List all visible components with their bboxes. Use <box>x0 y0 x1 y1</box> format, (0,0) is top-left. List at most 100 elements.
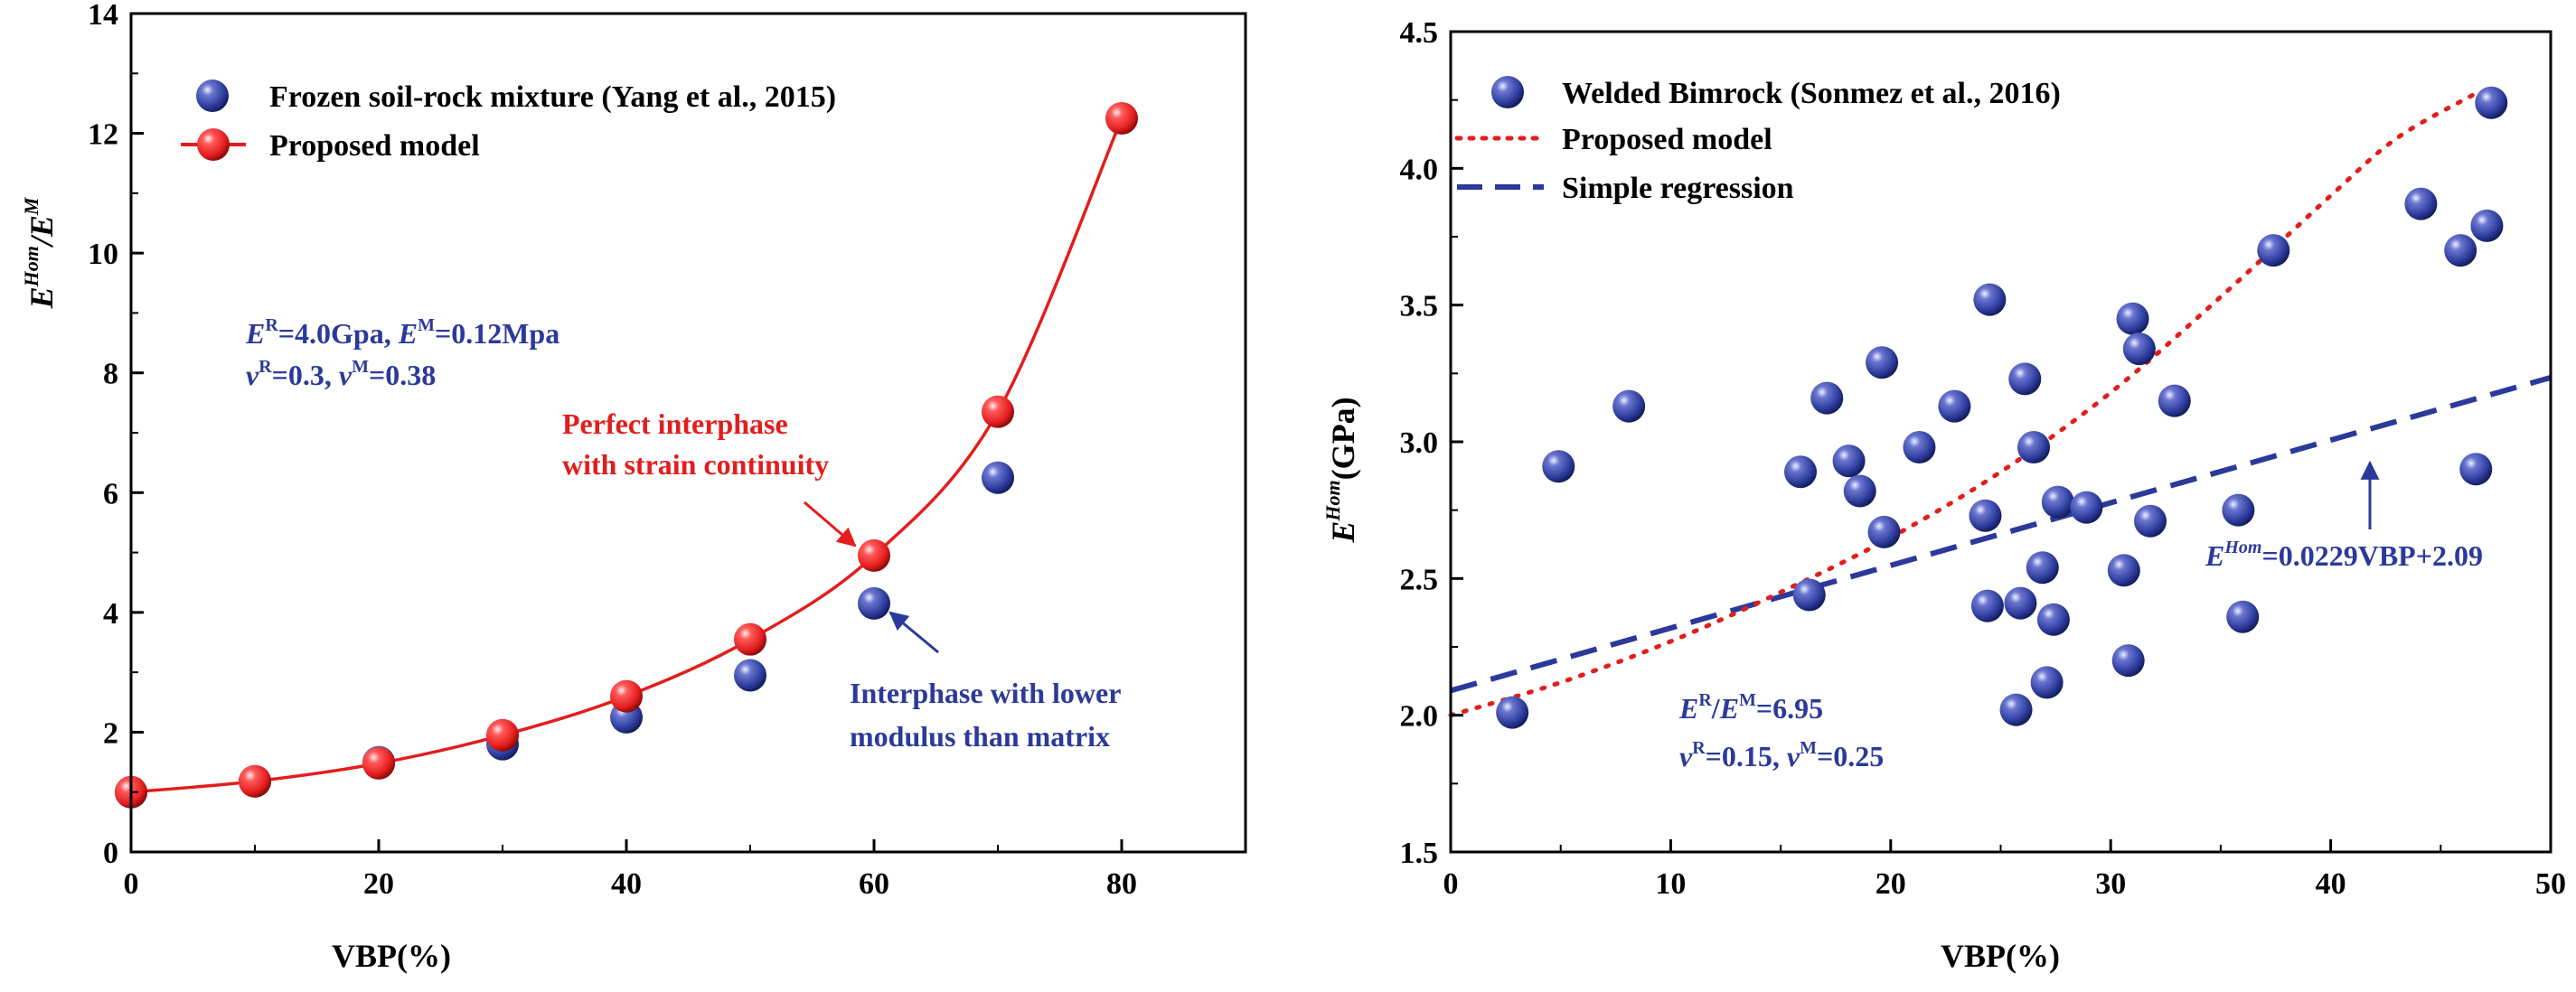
x-tick-label: 10 <box>1655 867 1686 901</box>
observed-point <box>2036 603 2070 636</box>
model-point <box>1105 102 1138 135</box>
right-x-axis-title: VBP(%) <box>1941 938 2060 974</box>
model-dotted-curve <box>1448 92 2477 718</box>
right-legend-item-observed: Welded Bimrock (Sonmez et al., 2016) <box>1491 76 2061 110</box>
right-y-axis-title: EHom(GPa) <box>1321 397 1361 543</box>
left-data-points <box>115 102 1138 809</box>
left-y-axis-title: EHom/EM <box>20 196 60 309</box>
y-tick-label: 4.0 <box>1400 153 1439 186</box>
model-point <box>858 538 890 572</box>
y-tick-label: 2 <box>103 716 118 750</box>
x-tick-label: 40 <box>2316 867 2346 901</box>
chart-left: 0 20 40 60 80 0 2 4 6 8 10 12 14 VBP(%) EHom/EM Froz… <box>20 0 1247 974</box>
right-legend: Welded Bimrock (Sonmez et al., 2016) Pro… <box>1454 76 2061 205</box>
observed-point <box>2158 384 2191 417</box>
left-legend-item-observed: Frozen soil-rock mixture (Yang et al., 2… <box>196 80 836 114</box>
observed-point <box>1496 696 1529 729</box>
left-lower-modulus-line2: modulus than matrix <box>850 720 1110 753</box>
observed-point <box>2404 187 2438 220</box>
chart-right: 0 10 20 30 40 501.52.02.53.03.54.04.5 VBP(%) … <box>1321 16 2566 974</box>
observed-point <box>2459 453 2493 486</box>
x-tick-label: 0 <box>1443 867 1459 901</box>
observed-point <box>1938 389 1971 423</box>
y-tick-label: 1.5 <box>1400 837 1439 870</box>
right-legend-item-model: Proposed model <box>1454 123 1772 156</box>
model-point <box>239 764 271 798</box>
y-tick-label: 4.5 <box>1400 16 1439 50</box>
left-params-line2: vR=0.3, vM=0.38 <box>246 357 436 391</box>
x-tick-label: 40 <box>611 867 642 901</box>
model-point <box>982 395 1014 428</box>
y-tick-label: 10 <box>88 238 118 271</box>
observed-point <box>1542 450 1575 483</box>
observed-point <box>2041 485 2074 519</box>
y-tick-label: 14 <box>88 0 118 32</box>
y-tick-label: 6 <box>103 477 118 510</box>
left-lower-modulus-line1: Interphase with lower <box>850 677 1121 709</box>
left-x-axis-title: VBP(%) <box>332 938 451 974</box>
left-legend-label-model: Proposed model <box>269 129 480 163</box>
right-legend-label-observed: Welded Bimrock (Sonmez et al., 2016) <box>1562 77 2061 110</box>
y-tick-label: 2.5 <box>1400 563 1439 596</box>
x-tick-label: 20 <box>363 867 394 901</box>
y-tick-label: 8 <box>103 358 118 391</box>
observed-point <box>2470 209 2504 242</box>
observed-point <box>1973 283 2007 316</box>
model-point <box>734 622 766 656</box>
observed-point <box>1867 515 1901 548</box>
y-tick-label: 2.0 <box>1400 700 1439 734</box>
y-tick-label: 0 <box>103 837 118 870</box>
right-legend-marker-observed <box>1491 76 1524 108</box>
observed-point <box>1903 431 1936 464</box>
observed-point <box>2475 86 2508 119</box>
left-lower-arrow <box>888 611 939 654</box>
left-legend: Frozen soil-rock mixture (Yang et al., 2… <box>181 80 836 163</box>
observed-point <box>2116 302 2149 335</box>
right-data-points <box>1496 86 2508 729</box>
observed-point <box>2004 586 2037 620</box>
left-legend-marker-model <box>197 128 230 161</box>
regression-line <box>1450 374 2552 694</box>
left-perfect-interphase-line2: with strain continuity <box>562 448 829 481</box>
observed-point <box>2070 491 2103 524</box>
x-tick-label: 50 <box>2535 867 2566 901</box>
observed-point <box>858 586 890 620</box>
y-tick-label: 4 <box>103 597 118 631</box>
y-tick-label: 3.0 <box>1400 426 1439 460</box>
observed-point <box>1970 589 2004 622</box>
observed-point <box>1810 381 1844 415</box>
observed-point <box>2026 551 2059 585</box>
model-point <box>362 746 395 780</box>
observed-point <box>2030 666 2064 699</box>
left-perfect-interphase-line1: Perfect interphase <box>562 407 788 440</box>
left-legend-item-model: Proposed model <box>181 128 480 163</box>
observed-point <box>2222 493 2255 527</box>
right-regression-equation: EHom=0.0229VBP+2.09 <box>2205 538 2483 572</box>
observed-point <box>2111 644 2145 678</box>
x-tick-label: 20 <box>1876 867 1906 901</box>
observed-point <box>1969 499 2002 532</box>
y-tick-label: 12 <box>88 118 118 152</box>
right-ratio-line: ER/EM=6.95 <box>1678 690 1823 725</box>
right-legend-label-regression: Simple regression <box>1562 172 1794 205</box>
observed-point <box>2226 600 2260 633</box>
observed-point <box>2008 362 2042 396</box>
x-tick-label: 80 <box>1106 867 1137 901</box>
observed-point <box>1843 474 1876 508</box>
left-perfect-arrow <box>804 501 857 547</box>
left-legend-marker-observed <box>196 80 229 112</box>
observed-point <box>2444 234 2477 267</box>
left-legend-label-observed: Frozen soil-rock mixture (Yang et al., 2… <box>269 80 836 114</box>
x-tick-label: 0 <box>124 867 139 901</box>
observed-point <box>1866 346 1899 379</box>
left-params-line1: ER=4.0Gpa, EM=0.12Mpa <box>245 315 559 350</box>
observed-point <box>2107 554 2140 587</box>
x-tick-label: 60 <box>859 867 889 901</box>
observed-point <box>2122 332 2156 366</box>
right-poisson-line: vR=0.15, vM=0.25 <box>1679 738 1884 772</box>
observed-point <box>2017 431 2051 464</box>
observed-point <box>982 461 1014 494</box>
right-model-lines <box>1448 92 2552 718</box>
observed-point <box>1792 578 1826 612</box>
observed-point <box>1612 389 1646 423</box>
